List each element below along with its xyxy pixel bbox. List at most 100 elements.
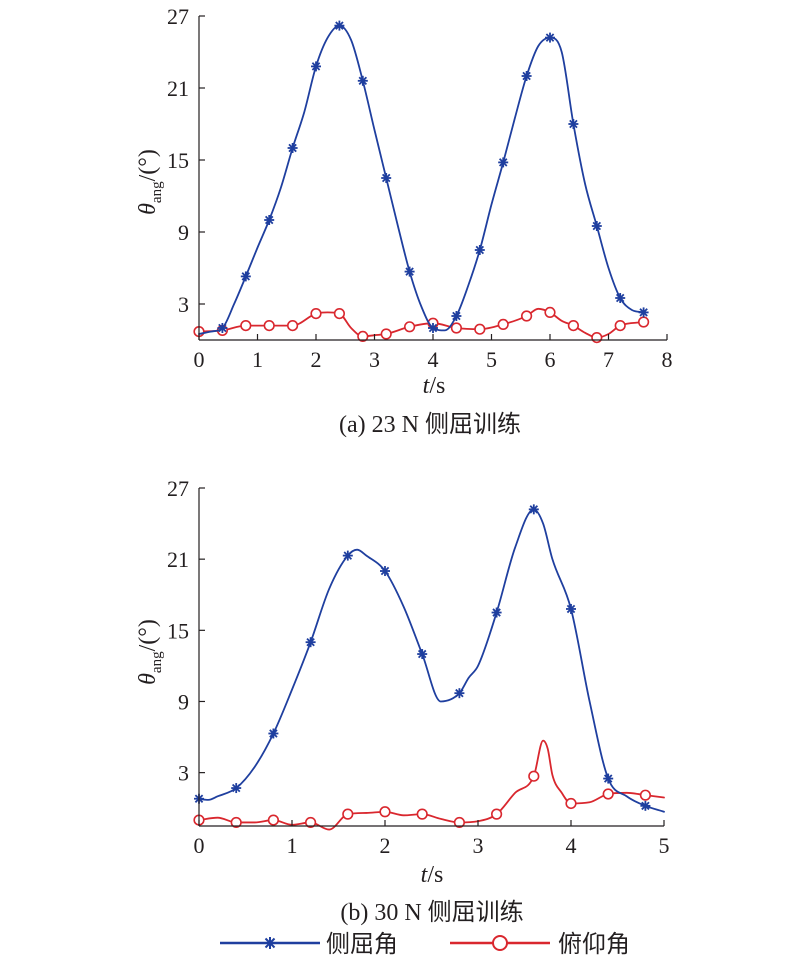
panel-a-point-pitch [450, 322, 463, 334]
panel-b-x-tick-label: 0 [194, 833, 205, 858]
panel-b-point-pitch [379, 806, 391, 818]
panel-a-point-pitch [380, 328, 392, 340]
panel-b-chart: 0 1 2 3 4 5 3 9 15 21 27 θang/(°) t/s (b) 30 N 侧屈训… [135, 476, 670, 926]
panel-a-point-lateral [287, 143, 298, 153]
panel-a-point-lateral [381, 173, 392, 183]
panel-b-x-tick-label: 5 [659, 833, 670, 858]
panel-a-point-pitch [614, 320, 626, 332]
panel-b-y-tick-label: 27 [167, 476, 189, 501]
panel-a-x-tick-label: 0 [194, 347, 205, 372]
panel-b-point-lateral [380, 566, 390, 577]
panel-a-point-lateral [521, 71, 532, 81]
panel-a-point-pitch [310, 308, 322, 320]
panel-a-point-pitch [497, 318, 509, 331]
panel-a-point-lateral [357, 75, 368, 86]
panel-b-y-symbol: θ [135, 673, 161, 685]
panel-a-point-lateral [498, 157, 509, 168]
panel-b-point-pitch [491, 808, 503, 820]
panel-b-x-tick-label: 3 [473, 833, 484, 858]
panel-b-point-lateral [305, 637, 316, 648]
panel-a-x-tick-label: 4 [428, 347, 439, 372]
panel-a-x-tick-label: 3 [369, 347, 380, 372]
panel-a-point-pitch [263, 320, 275, 332]
panel-a-y-subscript: ang [149, 181, 165, 203]
legend-label-pitch: 俯仰角 [558, 931, 630, 958]
panel-a-point-lateral [545, 32, 555, 43]
panel-b-axes [198, 487, 665, 827]
panel-b-y-tick-label: 9 [178, 689, 189, 714]
panel-a-caption: (a) 23 N 侧屈训练 [339, 411, 521, 438]
panel-b-point-pitch [639, 789, 652, 801]
panel-a-point-pitch [591, 332, 603, 344]
panel-b-point-pitch [230, 816, 242, 829]
panel-a-x-tick-label: 2 [311, 347, 322, 372]
panel-b-point-lateral [231, 783, 242, 794]
panel-a-tick-labels: 0 1 2 3 4 5 6 7 8 3 9 15 21 27 [167, 4, 673, 372]
panel-a-x-axis-title: t/s [423, 373, 446, 399]
legend-entry-pitch: 俯仰角 [450, 931, 630, 958]
panel-b-point-pitch [602, 788, 614, 800]
panel-a-series-pitch [193, 306, 650, 344]
panel-b-y-tick-label: 15 [167, 618, 189, 643]
panel-b-point-lateral [417, 649, 428, 660]
panel-b-point-pitch [565, 797, 577, 810]
panel-b-point-pitch [267, 814, 280, 826]
panel-b-series-layer [193, 504, 665, 831]
panel-b-point-lateral [640, 800, 651, 811]
panel-b-line-lateral [198, 508, 665, 813]
panel-a-point-lateral [404, 266, 415, 277]
panel-a-y-unit: /(°) [135, 149, 161, 181]
panel-b-x-tick-label: 2 [380, 833, 391, 858]
panel-a-point-lateral [311, 61, 321, 72]
panel-b-caption: (b) 30 N 侧屈训练 [340, 899, 523, 926]
panel-a-point-lateral [638, 307, 649, 318]
panel-a-point-lateral [615, 293, 626, 303]
panel-a-point-pitch [520, 310, 533, 322]
panel-b-point-pitch [453, 816, 466, 829]
legend-label-lateral: 侧屈角 [326, 931, 398, 958]
panel-b-point-pitch [528, 770, 540, 782]
panel-b-point-lateral [342, 550, 353, 561]
panel-b-x-tick-label: 4 [566, 833, 577, 858]
panel-a-point-pitch [333, 308, 346, 320]
panel-a-point-pitch [567, 320, 580, 332]
panel-b-y-unit: /(°) [135, 619, 161, 651]
panel-a-point-lateral [334, 20, 345, 31]
panel-a-x-tick-label: 6 [545, 347, 556, 372]
panel-a-y-symbol: θ [135, 203, 161, 215]
panel-b-series-lateral [194, 504, 665, 813]
panel-a-point-lateral [591, 221, 602, 231]
panel-a-y-tick-label: 9 [178, 220, 189, 245]
panel-b-x-axis-title: t/s [421, 862, 444, 888]
panel-b-y-axis-title: θang/(°) [135, 619, 165, 685]
panel-a-x-tick-label: 7 [603, 347, 614, 372]
panel-a-point-pitch [357, 330, 369, 343]
panel-b-point-lateral [268, 728, 279, 739]
panel-a-x-tick-label: 1 [252, 347, 263, 372]
panel-a-x-tick-label: 8 [662, 347, 673, 372]
panel-a-line-lateral [198, 24, 645, 335]
panel-a-point-lateral [474, 245, 485, 255]
panel-a-series-layer [193, 20, 650, 344]
panel-b-y-tick-label: 21 [167, 547, 189, 572]
panel-b-line-pitch [198, 739, 665, 831]
panel-a-point-lateral [451, 311, 462, 321]
panel-a-point-pitch [544, 306, 556, 319]
legend-entry-lateral: 侧屈角 [220, 931, 398, 958]
panel-a-point-lateral [428, 323, 438, 333]
legend: 侧屈角 俯仰角 [220, 931, 630, 958]
panel-b-series-pitch [193, 739, 665, 831]
panel-b-x-tick-label: 1 [287, 833, 298, 858]
panel-b-tick-labels: 0 1 2 3 4 5 3 9 15 21 27 [167, 476, 670, 858]
panel-a-point-lateral [264, 215, 275, 225]
panel-b-point-lateral [454, 688, 465, 699]
panel-a-point-lateral [240, 271, 251, 282]
panel-a-point-pitch [240, 320, 252, 332]
panel-b-point-pitch [342, 808, 354, 820]
panel-b-x-symbol: t [421, 862, 429, 888]
panel-a-point-lateral [217, 323, 228, 333]
panel-a-point-pitch [404, 321, 416, 333]
panel-b-point-lateral [528, 504, 539, 515]
panel-a-point-pitch [474, 323, 486, 335]
